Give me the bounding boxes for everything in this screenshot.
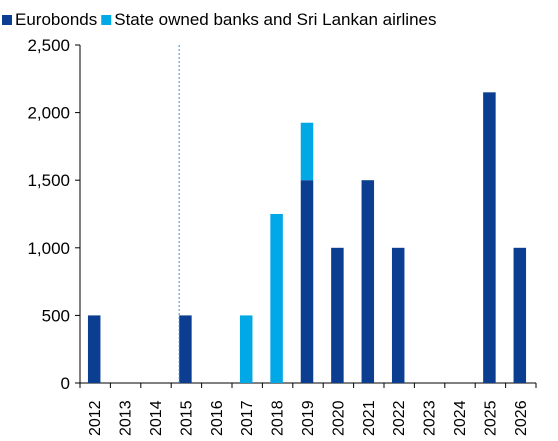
x-tick-label: 2021	[361, 400, 378, 436]
bar-state-owned-2019	[300, 122, 314, 181]
x-tick-label: 2014	[148, 400, 165, 436]
y-tick-label: 0	[61, 374, 70, 393]
x-tick-label: 2015	[178, 400, 195, 436]
bar-eurobonds-2021	[361, 180, 375, 383]
bar-eurobonds-2012	[87, 315, 101, 383]
y-tick-label: 1,500	[27, 171, 70, 190]
x-tick-label: 2024	[452, 400, 469, 436]
bar-eurobonds-2022	[391, 247, 405, 383]
bar-eurobonds-2020	[331, 247, 344, 383]
legend-label-1: State owned banks and Sri Lankan airline…	[114, 10, 436, 29]
bars	[87, 92, 527, 383]
x-tick-label: 2020	[330, 400, 347, 436]
bar-state-owned-2018	[270, 214, 283, 383]
x-tick-label: 2018	[270, 400, 287, 436]
legend-swatch-0	[2, 15, 12, 25]
x-tick-label: 2026	[513, 400, 530, 436]
x-tick-label: 2025	[482, 400, 499, 436]
bar-state-owned-2017	[239, 315, 253, 383]
bar-eurobonds-2019	[300, 180, 314, 383]
x-tick-label: 2017	[239, 400, 256, 436]
bar-eurobonds-2025	[483, 92, 496, 383]
legend-swatch-1	[101, 15, 112, 25]
x-tick-label: 2023	[422, 400, 439, 436]
y-tick-label: 2,000	[27, 104, 70, 123]
y-tick-label: 1,000	[27, 239, 70, 258]
x-tick-label: 2012	[87, 400, 104, 436]
y-tick-label: 2,500	[27, 36, 70, 55]
y-tick-label: 500	[42, 306, 70, 325]
legend-label-0: Eurobonds	[15, 10, 97, 29]
legend: Eurobonds State owned banks and Sri Lanka…	[2, 10, 437, 29]
x-tick-label: 2013	[118, 400, 135, 436]
x-tick-label: 2019	[300, 400, 317, 436]
bar-eurobonds-2015	[179, 315, 192, 383]
x-tick-label: 2016	[209, 400, 226, 436]
axes: 0 500 1,000 1,500 2,000 2,500 2012 2013 2014 2015…	[27, 36, 537, 436]
x-tick-label: 2022	[391, 400, 408, 436]
bar-eurobonds-2026	[513, 247, 527, 383]
